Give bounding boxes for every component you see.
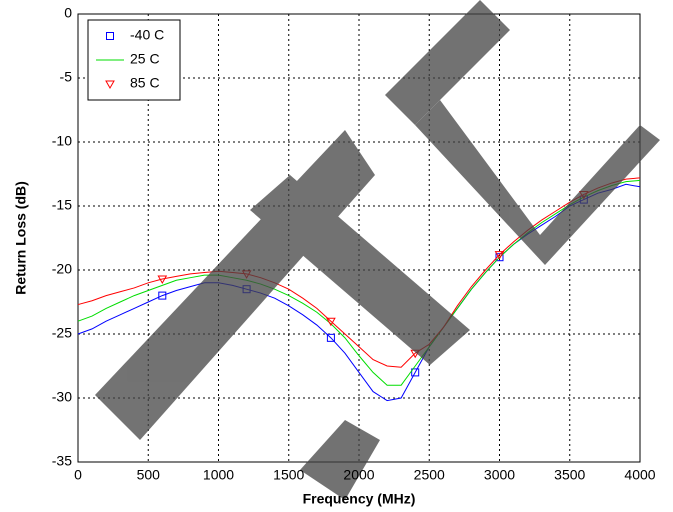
y-tick-label: -5 [60,69,73,85]
legend-label: 85 C [130,75,160,91]
marker [495,253,504,262]
y-tick-label: -15 [52,197,72,213]
marker [326,317,336,327]
legend-label: -40 C [130,27,164,43]
marker [494,251,505,260]
series-line [77,177,641,368]
y-axis-label: Return Loss (dB) [13,181,29,295]
watermark [95,0,660,500]
series-line [77,179,641,386]
watermark-stroke [415,100,660,265]
y-tick-label: -10 [52,133,72,149]
legend-label: 25 C [130,51,160,67]
marker [105,80,115,90]
x-tick-label: 4000 [624,467,655,483]
marker [326,333,335,342]
y-tick-label: -20 [52,261,72,277]
marker [157,275,168,284]
marker [106,32,114,40]
x-tick-label: 1500 [273,467,304,483]
legend: -40 C 25 C 85 C [87,19,181,101]
y-tick-label: 0 [64,5,72,21]
x-tick-label: 2500 [414,467,445,483]
x-axis-label: Frequency (MHz) [303,491,416,507]
watermark-stroke [385,0,510,125]
x-tick-label: 500 [137,467,161,483]
watermark-stroke [300,420,380,500]
x-tick-label: 3500 [554,467,585,483]
series-line [77,183,641,402]
x-tick-label: 2000 [343,467,374,483]
x-tick-label: 0 [74,467,82,483]
x-tick-label: 3000 [484,467,515,483]
marker [158,291,167,300]
y-tick-label: -35 [52,453,72,469]
y-tick-label: -30 [52,389,72,405]
marker [411,368,420,377]
y-tick-label: -25 [52,325,72,341]
watermark-stroke [250,175,470,365]
x-tick-label: 1000 [203,467,234,483]
